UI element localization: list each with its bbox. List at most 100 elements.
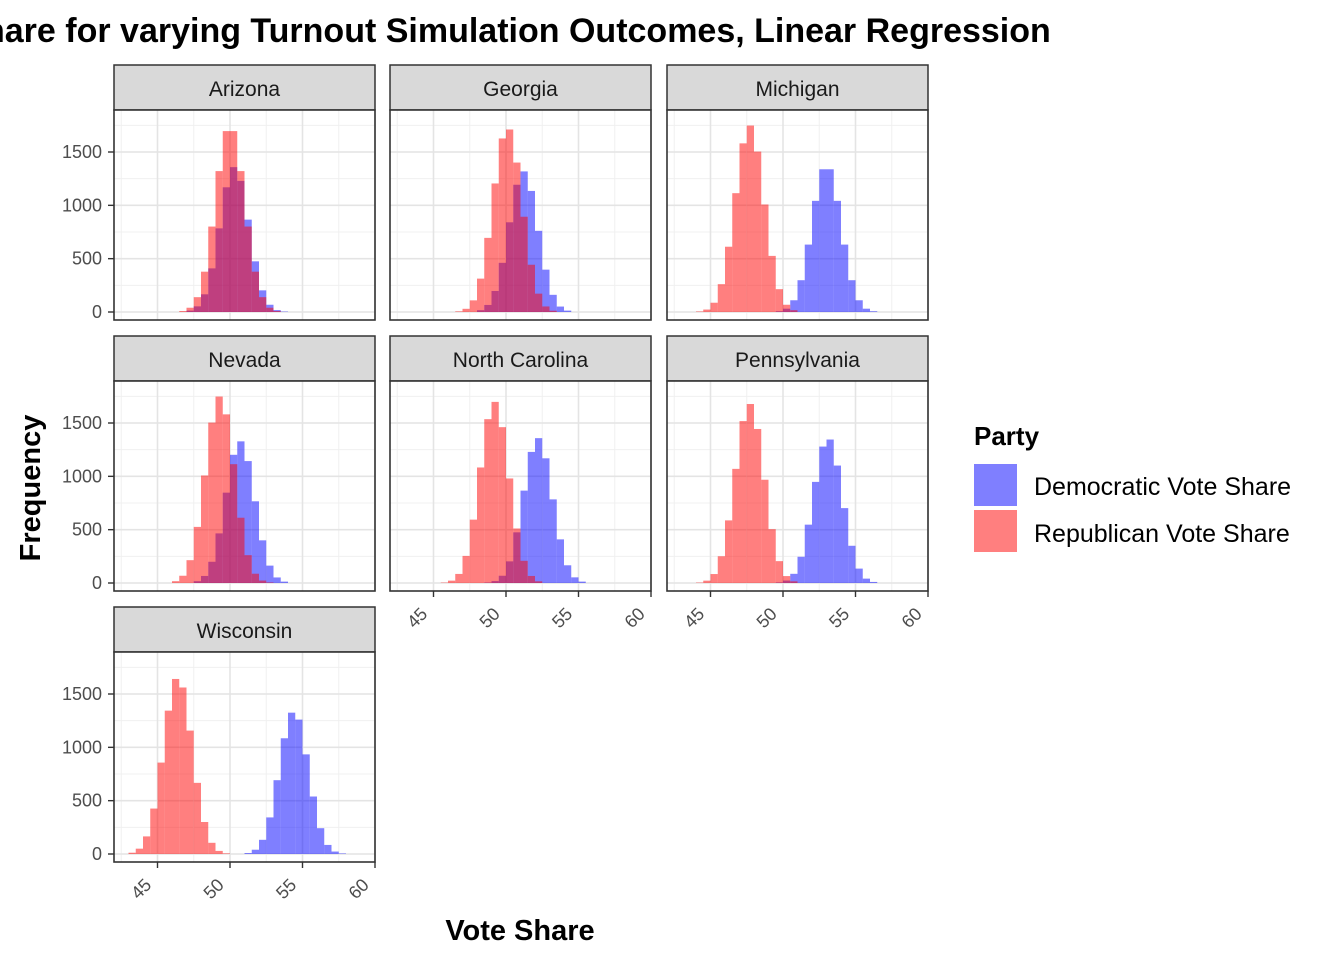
panel-border-pennsylvania bbox=[666, 380, 929, 592]
histogram-bar bbox=[186, 307, 194, 312]
histogram-bar bbox=[201, 271, 209, 312]
y-tick-label: 0 bbox=[92, 844, 102, 864]
histogram-bar bbox=[491, 183, 499, 312]
histogram-bar bbox=[855, 568, 863, 583]
histogram-bar bbox=[703, 309, 711, 312]
histogram-bar bbox=[317, 828, 325, 854]
histogram-bar bbox=[527, 190, 535, 312]
histogram-bar bbox=[578, 581, 586, 583]
histogram-bar bbox=[855, 300, 863, 312]
series-republican-vote-share-pennsylvania bbox=[696, 404, 798, 583]
histogram-bar bbox=[797, 556, 805, 583]
histogram-bar bbox=[862, 308, 870, 312]
panel-border-michigan bbox=[666, 109, 929, 321]
histogram-bar bbox=[244, 555, 252, 583]
facet-label-pennsylvania: Pennsylvania bbox=[735, 349, 860, 372]
x-tick-label: 60 bbox=[898, 604, 926, 632]
histogram-bar bbox=[535, 581, 543, 583]
histogram-bar bbox=[862, 578, 870, 583]
histogram-bar bbox=[237, 517, 245, 583]
histogram-bar bbox=[302, 754, 310, 854]
histogram-bar bbox=[819, 169, 827, 312]
y-tick-label: 0 bbox=[92, 573, 102, 593]
histogram-bar bbox=[455, 311, 463, 312]
histogram-bar bbox=[484, 419, 492, 583]
x-tick-label: 45 bbox=[403, 604, 431, 632]
histogram-bar bbox=[527, 451, 535, 583]
x-tick-label: 55 bbox=[272, 875, 300, 903]
x-axis-title: Vote Share bbox=[445, 915, 594, 947]
histogram-bar bbox=[448, 580, 456, 583]
histogram-bar bbox=[513, 528, 521, 583]
histogram-bar bbox=[527, 575, 535, 583]
histogram-bar bbox=[768, 529, 776, 583]
series-republican-vote-share-north-carolina bbox=[440, 401, 543, 583]
histogram-bar bbox=[201, 475, 209, 583]
series-democratic-vote-share-wisconsin bbox=[244, 712, 346, 854]
series-republican-vote-share-georgia bbox=[455, 129, 557, 312]
histogram-bar bbox=[266, 307, 274, 312]
histogram-bar bbox=[775, 289, 783, 312]
facet-nevada: Nevada 0 500 1000 1500 bbox=[62, 335, 376, 593]
histogram-bar bbox=[244, 461, 252, 583]
histogram-bar bbox=[732, 468, 740, 583]
histogram-bar bbox=[462, 308, 470, 312]
histogram-bar bbox=[696, 311, 704, 312]
histogram-bar bbox=[527, 264, 535, 312]
y-tick-label: 1500 bbox=[62, 142, 102, 162]
x-tick-label: 55 bbox=[548, 604, 576, 632]
x-tick-label: 45 bbox=[680, 604, 708, 632]
histogram-bar bbox=[179, 687, 187, 854]
histogram-bar bbox=[717, 284, 725, 312]
y-tick-label: 500 bbox=[72, 791, 102, 811]
x-tick-label: 50 bbox=[753, 604, 781, 632]
histogram-bar bbox=[222, 414, 230, 583]
histogram-bar bbox=[804, 244, 812, 312]
histogram-bar bbox=[179, 311, 187, 312]
histogram-bar bbox=[739, 421, 747, 583]
histogram-bar bbox=[535, 230, 543, 312]
histogram-bar bbox=[848, 280, 856, 312]
histogram-bar bbox=[746, 404, 754, 583]
facet-strip-north-carolina bbox=[389, 335, 652, 382]
x-tick-label: 60 bbox=[345, 875, 373, 903]
histogram-bar bbox=[193, 297, 201, 312]
histogram-bar bbox=[804, 524, 812, 583]
histogram-bar bbox=[244, 226, 252, 312]
histogram-bar bbox=[266, 565, 274, 583]
histogram-bar bbox=[186, 560, 194, 583]
facet-strip-michigan bbox=[666, 64, 929, 111]
histogram-bar bbox=[266, 817, 274, 854]
histogram-bar bbox=[324, 844, 332, 854]
panel-border-arizona bbox=[113, 109, 376, 321]
histogram-bar bbox=[564, 565, 572, 583]
facet-label-arizona: Arizona bbox=[209, 78, 281, 101]
histogram-bar bbox=[273, 780, 281, 854]
histogram-bar bbox=[251, 501, 259, 583]
histogram-bar bbox=[237, 171, 245, 312]
facet-north-carolina: North Carolina 45 50 55 60 bbox=[389, 335, 652, 632]
histogram-bar bbox=[208, 842, 216, 854]
histogram-bar bbox=[251, 573, 259, 583]
histogram-bar bbox=[542, 458, 550, 583]
histogram-bar bbox=[783, 304, 791, 312]
histogram-bar bbox=[477, 467, 485, 583]
facet-label-north-carolina: North Carolina bbox=[453, 349, 589, 372]
histogram-bar bbox=[841, 508, 849, 583]
histogram-bar bbox=[462, 555, 470, 583]
histogram-bar bbox=[549, 499, 557, 583]
x-tick-label: 50 bbox=[200, 875, 228, 903]
histogram-bar bbox=[273, 311, 281, 312]
histogram-bar bbox=[754, 428, 762, 583]
histogram-bar bbox=[498, 427, 506, 583]
facet-pennsylvania: Pennsylvania 45 50 55 60 bbox=[666, 335, 929, 632]
histogram-bar bbox=[186, 730, 194, 854]
histogram-bar bbox=[498, 138, 506, 312]
histogram-bar bbox=[259, 580, 267, 583]
histogram-bar bbox=[215, 850, 223, 854]
histogram-bar bbox=[230, 464, 238, 583]
legend-title: Party bbox=[974, 421, 1040, 451]
facet-label-wisconsin: Wisconsin bbox=[197, 620, 293, 643]
histogram-bar bbox=[179, 575, 187, 583]
histogram-bar bbox=[288, 712, 296, 854]
